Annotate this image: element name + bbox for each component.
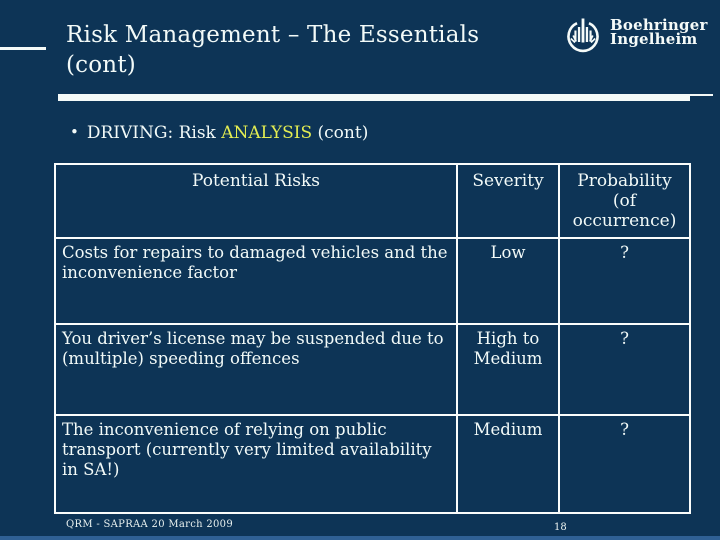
- severity-cell: High to Medium: [456, 323, 560, 416]
- severity-cell: Medium: [456, 414, 560, 514]
- table-row: The inconvenience of relying on public t…: [54, 414, 691, 514]
- bullet-text-post: (cont): [312, 123, 369, 143]
- header-potential-risks: Potential Risks: [54, 163, 458, 239]
- logo-line-1: Boehringer: [610, 16, 708, 34]
- title-underline-bar: [58, 94, 690, 101]
- bullet-driving-risk-analysis: • DRIVING: Risk ANALYSIS (cont): [70, 123, 368, 143]
- table-header-row: Potential Risks Severity Probability (of…: [54, 163, 691, 239]
- risk-table: Potential Risks Severity Probability (of…: [54, 163, 691, 514]
- bullet-marker: •: [70, 123, 79, 141]
- header-severity: Severity: [456, 163, 560, 239]
- bottom-accent-strip: [0, 536, 720, 540]
- severity-cell: Low: [456, 237, 560, 325]
- page-number: 18: [554, 522, 567, 533]
- bullet-text-pre: DRIVING: Risk: [86, 123, 222, 143]
- probability-cell: ?: [558, 237, 691, 325]
- bullet-text-highlight: ANALYSIS: [221, 123, 313, 143]
- company-logo: Boehringer Ingelheim: [563, 16, 708, 58]
- probability-cell: ?: [558, 414, 691, 514]
- left-dash-decoration: [0, 47, 46, 50]
- risk-cell: Costs for repairs to damaged vehicles an…: [54, 237, 458, 325]
- table-row: You driver’s license may be suspended du…: [54, 323, 691, 416]
- title-line-1: Risk Management – The Essentials: [66, 22, 480, 48]
- footer-credit: QRM - SAPRAA 20 March 2009: [66, 519, 234, 530]
- page-title: Risk Management – The Essentials (cont): [66, 20, 536, 80]
- title-line-2: (cont): [66, 52, 136, 78]
- title-underline-bar-tip: [690, 94, 713, 96]
- risk-cell: The inconvenience of relying on public t…: [54, 414, 458, 514]
- company-logo-wordmark: Boehringer Ingelheim: [610, 16, 708, 48]
- table-row: Costs for repairs to damaged vehicles an…: [54, 237, 691, 325]
- header-probability: Probability (of occurrence): [558, 163, 691, 239]
- probability-cell: ?: [558, 323, 691, 416]
- risk-cell: You driver’s license may be suspended du…: [54, 323, 458, 416]
- boehringer-emblem-icon: [567, 18, 599, 53]
- logo-line-2: Ingelheim: [610, 30, 698, 48]
